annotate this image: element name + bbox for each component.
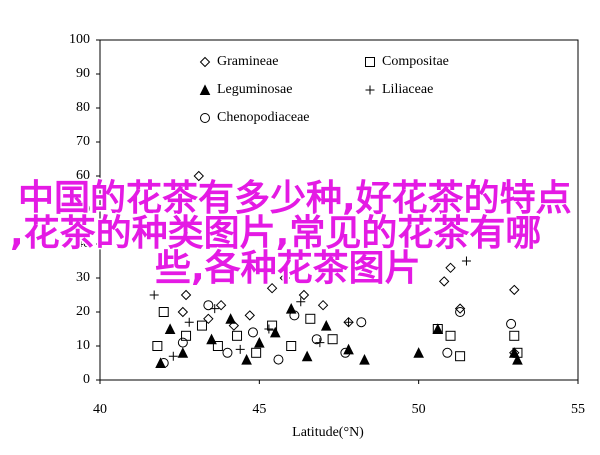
marker bbox=[340, 347, 351, 358]
marker bbox=[356, 317, 367, 328]
legend-marker bbox=[365, 57, 375, 67]
marker bbox=[461, 256, 471, 266]
marker bbox=[267, 320, 278, 331]
x-tick-label: 40 bbox=[93, 402, 107, 417]
legend-label: Liliaceae bbox=[382, 82, 433, 97]
marker bbox=[177, 347, 189, 358]
legend-label: Compositae bbox=[382, 54, 449, 69]
y-tick-label: 50 bbox=[76, 202, 90, 217]
marker bbox=[180, 289, 192, 301]
marker bbox=[311, 334, 322, 345]
legend-marker bbox=[199, 56, 211, 68]
marker bbox=[438, 276, 450, 287]
marker bbox=[317, 299, 329, 311]
marker bbox=[164, 323, 176, 334]
legend-label: Leguminosae bbox=[217, 82, 292, 97]
marker bbox=[442, 347, 453, 358]
legend-marker bbox=[200, 113, 210, 123]
marker bbox=[327, 334, 338, 345]
x-tick-label: 50 bbox=[412, 402, 426, 417]
marker bbox=[320, 319, 332, 331]
y-tick-label: 60 bbox=[76, 168, 90, 183]
marker bbox=[206, 333, 217, 345]
marker bbox=[445, 262, 456, 274]
marker bbox=[289, 310, 300, 321]
overlay-text: ,花茶的种类图片,常见的花茶有哪 bbox=[10, 213, 541, 254]
y-tick-label: 30 bbox=[76, 270, 90, 285]
marker bbox=[266, 282, 278, 294]
marker bbox=[228, 320, 240, 331]
y-tick-label: 70 bbox=[76, 134, 90, 149]
marker bbox=[455, 351, 466, 362]
marker bbox=[222, 347, 233, 358]
marker bbox=[296, 297, 306, 307]
marker bbox=[432, 323, 444, 334]
marker bbox=[196, 320, 207, 331]
marker bbox=[235, 344, 245, 354]
x-axis-title: Latitude(°N) bbox=[292, 425, 364, 440]
marker bbox=[168, 351, 178, 361]
y-tick-label: 90 bbox=[76, 66, 90, 81]
marker bbox=[401, 253, 411, 263]
marker bbox=[203, 300, 214, 311]
marker bbox=[508, 347, 520, 358]
marker bbox=[305, 313, 316, 324]
marker bbox=[445, 330, 456, 341]
marker bbox=[152, 341, 163, 351]
x-tick-label: 55 bbox=[571, 402, 585, 417]
overlay-text: 中国的花茶有多少种,好花茶的特点 bbox=[18, 178, 572, 219]
marker bbox=[232, 330, 243, 341]
marker bbox=[181, 330, 192, 341]
y-tick-label: 20 bbox=[76, 304, 90, 319]
marker bbox=[269, 326, 281, 338]
marker bbox=[279, 272, 291, 284]
y-tick-label: 0 bbox=[83, 372, 90, 387]
marker bbox=[413, 347, 424, 358]
marker bbox=[203, 313, 214, 325]
overlay-text: 些,各种花茶图片 bbox=[155, 248, 421, 289]
marker bbox=[225, 313, 236, 324]
marker bbox=[359, 353, 370, 365]
marker bbox=[455, 307, 466, 317]
x-tick-label: 45 bbox=[252, 402, 266, 417]
marker bbox=[254, 336, 265, 348]
marker bbox=[241, 353, 252, 365]
legend-marker bbox=[199, 84, 211, 95]
marker bbox=[344, 317, 354, 327]
marker bbox=[177, 306, 189, 318]
marker bbox=[273, 354, 284, 365]
marker bbox=[244, 310, 255, 321]
marker bbox=[155, 357, 166, 368]
marker bbox=[158, 358, 169, 368]
legend-label: Chenopodiaceae bbox=[217, 110, 310, 125]
marker bbox=[193, 170, 204, 182]
marker bbox=[286, 341, 297, 351]
marker bbox=[512, 353, 523, 365]
y-tick-label: 10 bbox=[76, 338, 90, 353]
marker bbox=[298, 289, 310, 301]
marker bbox=[247, 327, 258, 338]
marker bbox=[184, 317, 194, 327]
marker bbox=[212, 341, 223, 351]
marker bbox=[454, 303, 466, 314]
marker bbox=[264, 324, 274, 334]
marker bbox=[301, 350, 313, 362]
legend-marker bbox=[365, 85, 375, 95]
legend-label: Gramineae bbox=[217, 54, 278, 69]
marker bbox=[215, 299, 227, 311]
marker bbox=[149, 290, 159, 300]
marker bbox=[177, 337, 188, 348]
marker bbox=[509, 284, 520, 296]
y-tick-label: 80 bbox=[76, 100, 90, 115]
marker bbox=[251, 347, 262, 358]
y-tick-label: 100 bbox=[69, 32, 90, 47]
marker bbox=[506, 318, 517, 329]
marker bbox=[158, 307, 169, 317]
marker bbox=[509, 330, 520, 341]
y-tick-label: 40 bbox=[76, 236, 90, 251]
